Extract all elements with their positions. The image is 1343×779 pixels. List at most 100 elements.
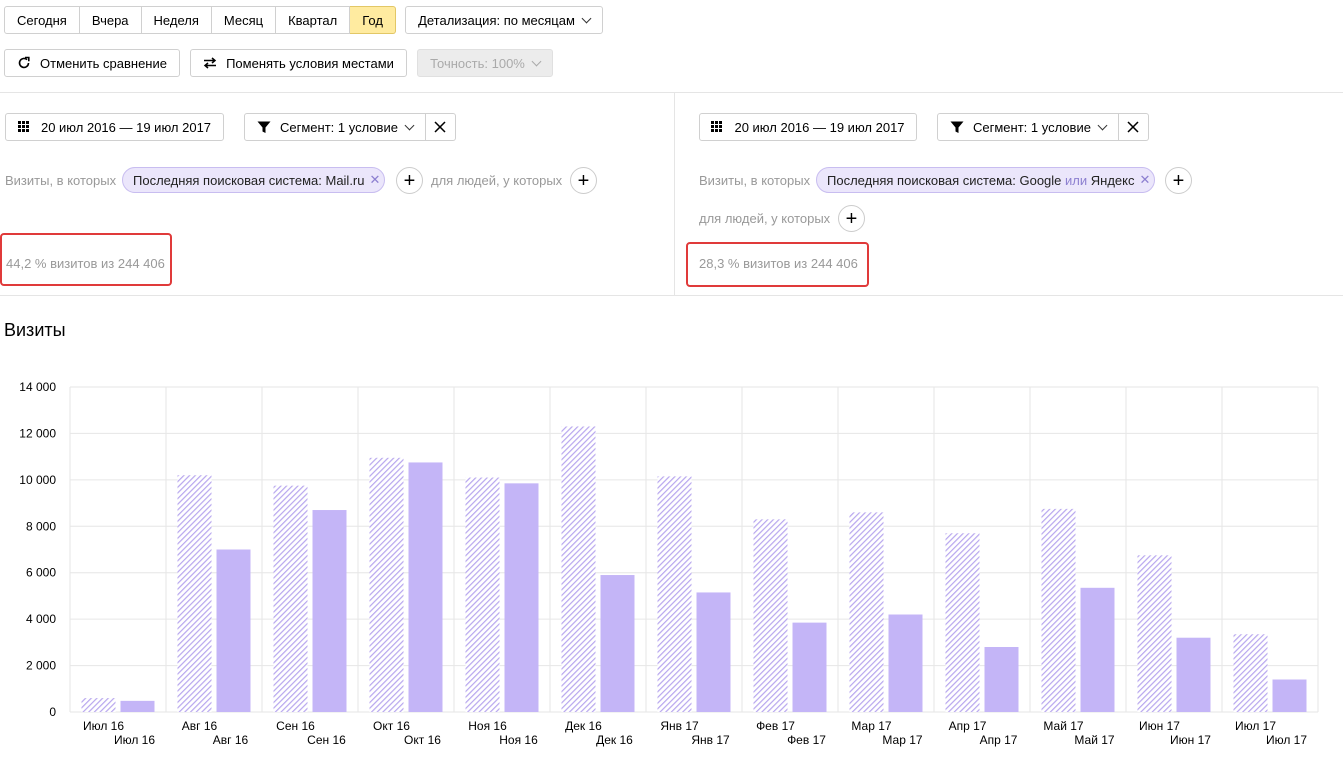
left-segment-label: Сегмент: 1 условие <box>280 119 398 135</box>
x-tick-label: Фев 17 <box>756 719 795 733</box>
y-tick-label: 4 000 <box>26 612 56 626</box>
close-icon <box>434 121 446 133</box>
right-add-people-condition-button[interactable]: + <box>838 205 865 232</box>
chevron-down-icon <box>1097 120 1108 130</box>
period-year-button[interactable]: Год <box>350 6 396 34</box>
left-condition-text: Последняя поисковая система: Mail.ru <box>133 172 365 188</box>
bar-hatched <box>561 426 596 712</box>
plus-icon: + <box>577 169 590 192</box>
divider <box>0 92 1343 93</box>
bar-hatched <box>177 475 212 712</box>
x-tick-label: Июл 16 <box>83 719 124 733</box>
bar-hatched <box>945 533 980 712</box>
left-segment-group: Сегмент: 1 условие <box>244 113 456 141</box>
bar-hatched <box>849 512 884 712</box>
x-tick-label: Мар 17 <box>851 719 891 733</box>
filter-icon <box>950 121 964 134</box>
right-segment-group: Сегмент: 1 условие <box>937 113 1149 141</box>
swap-conditions-label: Поменять условия местами <box>226 55 394 71</box>
plus-icon: + <box>845 207 858 230</box>
bar-solid <box>504 483 539 712</box>
left-visits-share: 44,2 % визитов из 244 406 <box>6 256 165 271</box>
bar-solid <box>408 462 443 712</box>
period-yesterday-button[interactable]: Вчера <box>79 6 142 34</box>
refresh-icon <box>17 56 31 70</box>
bar-solid <box>216 549 251 712</box>
y-tick-label: 2 000 <box>26 659 56 673</box>
bar-hatched <box>81 698 116 712</box>
cancel-compare-button[interactable]: Отменить сравнение <box>4 49 180 77</box>
period-selector: Сегодня Вчера Неделя Месяц Квартал Год <box>4 6 396 34</box>
left-segment-remove-button[interactable] <box>425 113 456 141</box>
x-tick-label: Авг 16 <box>182 719 218 733</box>
right-add-visit-condition-button[interactable]: + <box>1165 167 1192 194</box>
y-tick-label: 10 000 <box>19 473 56 487</box>
filter-icon <box>257 121 271 134</box>
x-tick-label: Апр 17 <box>949 719 987 733</box>
right-date-range-label: 20 июл 2016 — 19 июл 2017 <box>734 119 905 135</box>
bar-hatched <box>1233 634 1268 712</box>
x-tick-label: Апр 17 <box>980 733 1018 747</box>
visits-bar-chart: 0 2 000 4 000 6 000 8 000 10 000 12 000 14 000 И… <box>19 380 1319 747</box>
x-tick-label: Янв 17 <box>660 719 699 733</box>
right-segment-remove-button[interactable] <box>1118 113 1149 141</box>
x-tick-label: Сен 16 <box>307 733 346 747</box>
period-week-button[interactable]: Неделя <box>141 6 212 34</box>
left-date-range-button[interactable]: 20 июл 2016 — 19 июл 2017 <box>5 113 224 141</box>
right-condition-chip[interactable]: Последняя поисковая система: Google или … <box>816 167 1156 193</box>
bar-solid <box>792 622 827 712</box>
right-date-range-button[interactable]: 20 июл 2016 — 19 июл 2017 <box>699 113 917 141</box>
cancel-compare-label: Отменить сравнение <box>40 55 167 71</box>
plus-icon: + <box>403 169 416 192</box>
left-add-visit-condition-button[interactable]: + <box>396 167 423 194</box>
accuracy-dropdown[interactable]: Точность: 100% <box>417 49 553 77</box>
x-tick-label: Ноя 16 <box>468 719 507 733</box>
x-tick-label: Окт 16 <box>404 733 441 747</box>
divider <box>0 295 1343 296</box>
y-tick-label: 8 000 <box>26 519 56 533</box>
right-segment-dropdown[interactable]: Сегмент: 1 условие <box>937 113 1119 141</box>
right-condition-text: Последняя поисковая система: Google <box>827 172 1062 188</box>
chip-remove-icon[interactable]: ✕ <box>1139 172 1151 187</box>
bar-hatched <box>465 477 500 712</box>
right-segment-label: Сегмент: 1 условие <box>973 119 1091 135</box>
right-people-where-label: для людей, у которых <box>699 211 831 226</box>
bar-solid <box>696 592 731 712</box>
x-tick-label: Окт 16 <box>373 719 410 733</box>
left-segment-dropdown[interactable]: Сегмент: 1 условие <box>244 113 426 141</box>
chevron-down-icon <box>531 56 542 66</box>
swap-conditions-button[interactable]: Поменять условия местами <box>190 49 407 77</box>
left-people-where-label: для людей, у которых <box>431 173 563 188</box>
y-tick-label: 12 000 <box>19 426 56 440</box>
right-visits-where-label: Визиты, в которых <box>699 173 811 188</box>
period-quarter-button[interactable]: Квартал <box>276 6 351 34</box>
left-add-people-condition-button[interactable]: + <box>570 167 597 194</box>
x-tick-label: Май 17 <box>1043 719 1084 733</box>
x-tick-label: Июл 17 <box>1235 719 1276 733</box>
left-condition-chip[interactable]: Последняя поисковая система: Mail.ru ✕ <box>122 167 386 193</box>
y-tick-label: 0 <box>49 705 56 719</box>
bar-solid <box>600 575 635 712</box>
bar-hatched <box>1041 508 1076 712</box>
x-tick-label: Июн 17 <box>1170 733 1211 747</box>
chip-remove-icon[interactable]: ✕ <box>369 172 381 187</box>
chevron-down-icon <box>404 120 415 130</box>
x-tick-label: Дек 16 <box>565 719 602 733</box>
period-today-button[interactable]: Сегодня <box>4 6 80 34</box>
highlight-box <box>686 242 869 287</box>
plus-icon: + <box>1172 169 1185 192</box>
bar-solid <box>1176 637 1211 712</box>
chevron-down-icon <box>581 13 592 23</box>
x-tick-label: Ноя 16 <box>499 733 538 747</box>
left-visits-where-label: Визиты, в которых <box>5 173 117 188</box>
bar-hatched <box>753 519 788 712</box>
bar-solid <box>984 647 1019 712</box>
bar-solid <box>1272 679 1307 712</box>
x-tick-label: Мар 17 <box>882 733 922 747</box>
x-tick-label: Июл 16 <box>114 733 155 747</box>
bar-hatched <box>657 476 692 712</box>
detail-dropdown[interactable]: Детализация: по месяцам <box>405 6 603 34</box>
accuracy-label: Точность: 100% <box>430 55 525 71</box>
x-tick-label: Сен 16 <box>276 719 315 733</box>
period-month-button[interactable]: Месяц <box>211 6 277 34</box>
